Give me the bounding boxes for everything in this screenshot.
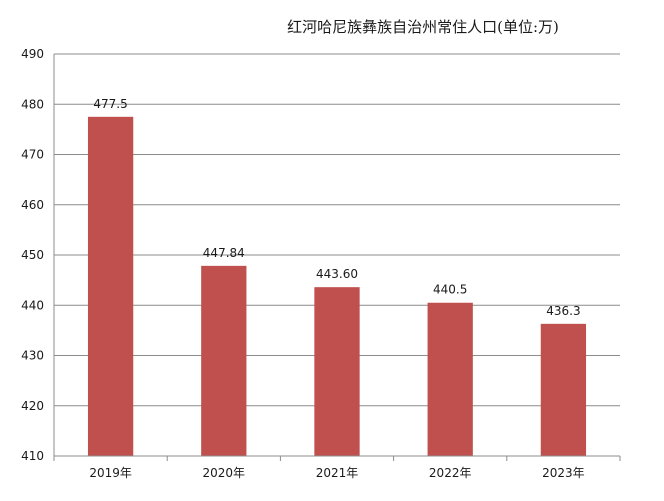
- y-tick-label: 410: [21, 449, 44, 463]
- y-tick-label: 430: [21, 349, 44, 363]
- bar: [201, 265, 247, 456]
- data-labels: 477.5 447.84 443.60 440.5 436.3: [93, 97, 580, 318]
- x-tick-label: 2021年: [316, 466, 359, 480]
- x-axis-tick-labels: 2019年 2020年 2021年 2022年 2023年: [89, 466, 584, 480]
- x-tick-label: 2022年: [429, 466, 472, 480]
- y-tick-label: 470: [21, 148, 44, 162]
- x-tick-label: 2020年: [203, 466, 246, 480]
- y-tick-label: 460: [21, 198, 44, 212]
- chart-title: 红河哈尼族彝族自治州常住人口(单位:万): [287, 18, 559, 36]
- bars: [87, 116, 587, 456]
- data-label: 440.5: [433, 283, 467, 297]
- y-tick-label: 490: [21, 47, 44, 61]
- data-label: 477.5: [93, 97, 127, 111]
- y-tick-label: 480: [21, 97, 44, 111]
- data-label: 447.84: [203, 246, 245, 260]
- x-tick-label: 2023年: [542, 466, 585, 480]
- y-tick-label: 450: [21, 248, 44, 262]
- data-label: 436.3: [546, 304, 580, 318]
- bar: [87, 116, 134, 456]
- bar: [314, 287, 360, 456]
- y-tick-label: 440: [21, 298, 44, 312]
- x-tick-label: 2019年: [89, 466, 132, 480]
- y-axis-tick-labels: 410 420 430 440 450 460 470 480 490: [21, 47, 44, 463]
- axes: [53, 54, 621, 461]
- bar: [540, 323, 587, 456]
- data-label: 443.60: [316, 267, 358, 281]
- gridlines: [54, 53, 620, 457]
- bar: [427, 302, 473, 456]
- y-tick-label: 420: [21, 399, 44, 413]
